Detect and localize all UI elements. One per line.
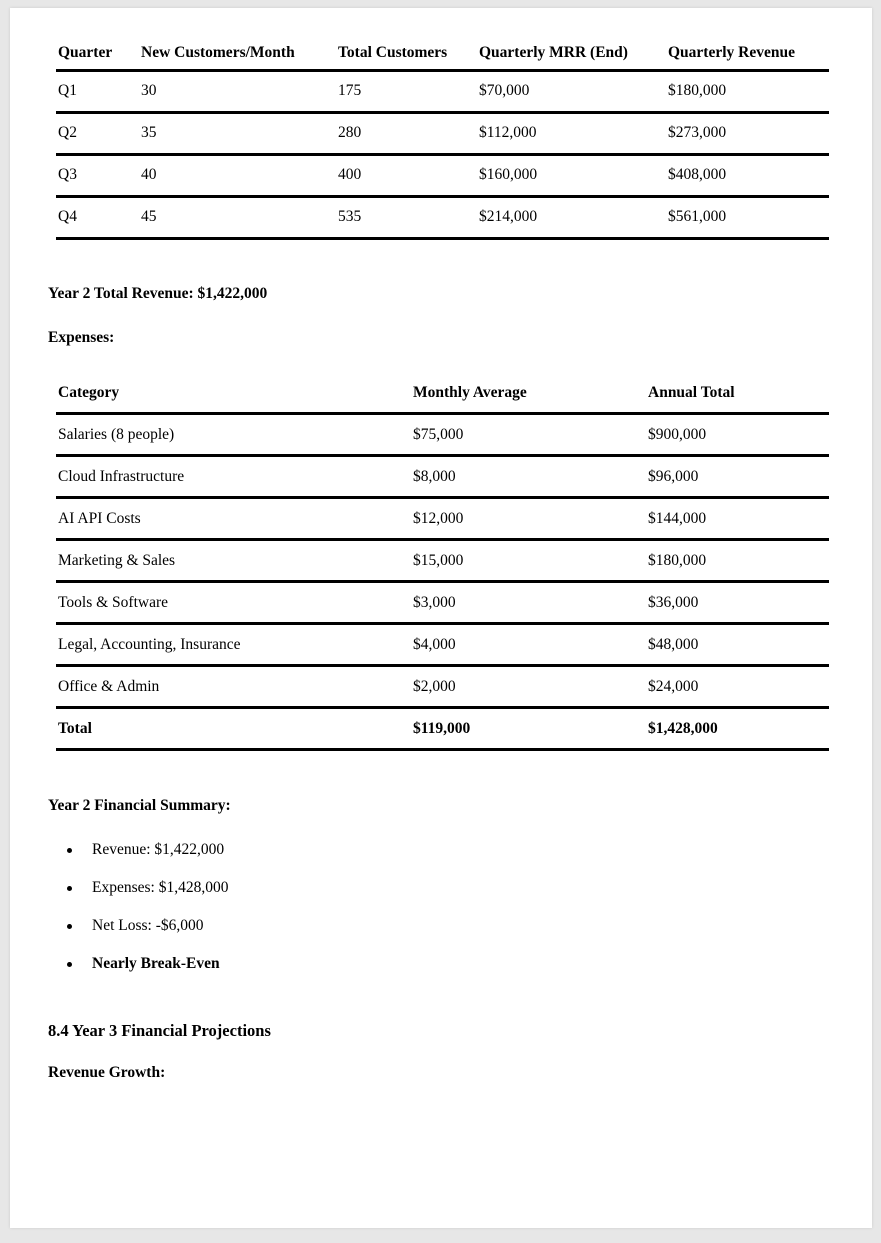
bullet-icon	[67, 924, 72, 929]
table-header-row: Quarter New Customers/Month Total Custom…	[56, 38, 829, 72]
table-cell: Office & Admin	[56, 665, 411, 709]
table-cell: Q4	[56, 196, 139, 240]
table-cell: Legal, Accounting, Insurance	[56, 623, 411, 667]
list-item-expenses: Expenses: $1,428,000	[48, 878, 872, 898]
table-cell: Tools & Software	[56, 581, 411, 625]
table-cell: $408,000	[666, 154, 829, 198]
table-cell-total-monthly: $119,000	[411, 707, 646, 751]
table-cell: $75,000	[411, 413, 646, 457]
bullet-icon	[67, 886, 72, 891]
table-cell: Q3	[56, 154, 139, 198]
column-header-monthly-average: Monthly Average	[411, 374, 646, 415]
bullet-icon	[67, 848, 72, 853]
expenses-heading: Expenses:	[48, 328, 115, 346]
table-row-salaries: Salaries (8 people) $75,000 $900,000	[56, 413, 829, 457]
table-cell: $96,000	[646, 455, 829, 499]
table-cell: $15,000	[411, 539, 646, 583]
summary-bullet-list: Revenue: $1,422,000 Expenses: $1,428,000…	[48, 840, 872, 974]
table-cell: AI API Costs	[56, 497, 411, 541]
table-cell: 35	[139, 112, 336, 156]
table-cell: Marketing & Sales	[56, 539, 411, 583]
table-cell: 175	[336, 70, 477, 114]
column-header-total-customers: Total Customers	[336, 38, 477, 72]
list-item-revenue: Revenue: $1,422,000	[48, 840, 872, 860]
table-row-q4: Q4 45 535 $214,000 $561,000	[56, 196, 829, 240]
table-cell: $160,000	[477, 154, 666, 198]
table-cell: Cloud Infrastructure	[56, 455, 411, 499]
section-heading-year3-projections: 8.4 Year 3 Financial Projections	[48, 1021, 271, 1040]
table-cell: 280	[336, 112, 477, 156]
column-header-new-customers: New Customers/Month	[139, 38, 336, 72]
column-header-quarterly-mrr: Quarterly MRR (End)	[477, 38, 666, 72]
table-header-row: Category Monthly Average Annual Total	[56, 374, 829, 415]
list-item-text: Net Loss: -$6,000	[92, 917, 204, 934]
list-item-net-loss: Net Loss: -$6,000	[48, 916, 872, 936]
list-item-break-even: Nearly Break-Even	[48, 954, 872, 974]
table-cell: 40	[139, 154, 336, 198]
quarterly-customer-table: Quarter New Customers/Month Total Custom…	[56, 38, 829, 240]
expenses-table: Category Monthly Average Annual Total Sa…	[56, 374, 829, 751]
table-cell: 45	[139, 196, 336, 240]
table-cell: 535	[336, 196, 477, 240]
table-row-office-admin: Office & Admin $2,000 $24,000	[56, 665, 829, 709]
bullet-icon	[67, 962, 72, 967]
column-header-quarter: Quarter	[56, 38, 139, 72]
table-cell: $180,000	[646, 539, 829, 583]
table-row-q3: Q3 40 400 $160,000 $408,000	[56, 154, 829, 198]
year2-total-revenue-heading: Year 2 Total Revenue: $1,422,000	[48, 284, 268, 302]
revenue-growth-heading: Revenue Growth:	[48, 1064, 166, 1081]
table-cell: 30	[139, 70, 336, 114]
table-cell: $180,000	[666, 70, 829, 114]
table-cell: Q1	[56, 70, 139, 114]
table-cell: $214,000	[477, 196, 666, 240]
table-cell: $4,000	[411, 623, 646, 667]
table-cell: $273,000	[666, 112, 829, 156]
table-cell: $8,000	[411, 455, 646, 499]
table-cell: Salaries (8 people)	[56, 413, 411, 457]
table-cell: $144,000	[646, 497, 829, 541]
table-cell-total-annual: $1,428,000	[646, 707, 829, 751]
table-cell: $48,000	[646, 623, 829, 667]
table-cell: $24,000	[646, 665, 829, 709]
column-header-quarterly-revenue: Quarterly Revenue	[666, 38, 829, 72]
list-item-text: Revenue: $1,422,000	[92, 841, 225, 858]
table-cell: $900,000	[646, 413, 829, 457]
table-row-q1: Q1 30 175 $70,000 $180,000	[56, 70, 829, 114]
table-cell-total-label: Total	[56, 707, 411, 751]
table-cell: $112,000	[477, 112, 666, 156]
table-cell: $3,000	[411, 581, 646, 625]
table-cell: $70,000	[477, 70, 666, 114]
table-cell: $36,000	[646, 581, 829, 625]
document-page: Quarter New Customers/Month Total Custom…	[10, 8, 872, 1228]
table-cell: Q2	[56, 112, 139, 156]
table-row-q2: Q2 35 280 $112,000 $273,000	[56, 112, 829, 156]
table-row-marketing-sales: Marketing & Sales $15,000 $180,000	[56, 539, 829, 583]
year2-financial-summary-heading: Year 2 Financial Summary:	[48, 797, 231, 814]
table-row-total: Total $119,000 $1,428,000	[56, 707, 829, 751]
table-row-cloud-infrastructure: Cloud Infrastructure $8,000 $96,000	[56, 455, 829, 499]
table-cell: $2,000	[411, 665, 646, 709]
table-row-tools-software: Tools & Software $3,000 $36,000	[56, 581, 829, 625]
column-header-category: Category	[56, 374, 411, 415]
table-cell: $561,000	[666, 196, 829, 240]
table-cell: 400	[336, 154, 477, 198]
table-row-ai-api-costs: AI API Costs $12,000 $144,000	[56, 497, 829, 541]
column-header-annual-total: Annual Total	[646, 374, 829, 415]
table-cell: $12,000	[411, 497, 646, 541]
list-item-text: Expenses: $1,428,000	[92, 879, 229, 896]
table-row-legal-accounting-insurance: Legal, Accounting, Insurance $4,000 $48,…	[56, 623, 829, 667]
list-item-text: Nearly Break-Even	[92, 955, 220, 972]
